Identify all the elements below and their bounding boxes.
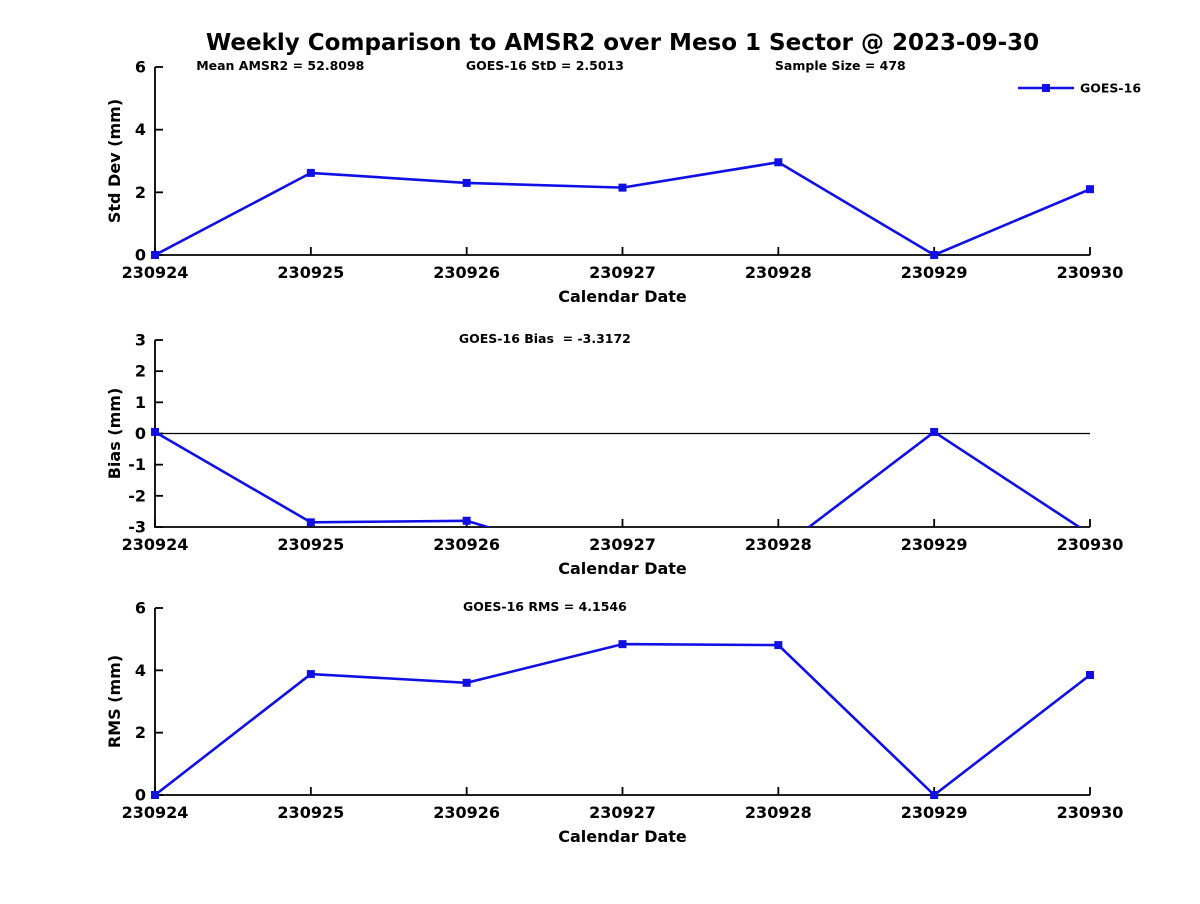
data-point-marker: [306, 670, 315, 679]
y-axis-label: Std Dev (mm): [105, 99, 124, 223]
x-tick-label: 230925: [277, 535, 344, 554]
annotation-text: GOES-16 StD = 2.5013: [466, 58, 624, 73]
series-line: [155, 642, 1090, 795]
y-tick-label: 2: [135, 183, 146, 202]
x-tick-label: 230925: [277, 263, 344, 282]
x-tick-label: 230924: [122, 803, 189, 822]
panel-bias: 230924 230925 230926 230927 230928 230929 2309…: [105, 331, 1123, 579]
y-tick-label: 6: [135, 599, 146, 618]
data-point-marker: [462, 678, 471, 687]
x-axis-label: Calendar Date: [558, 827, 687, 846]
data-point-marker: [1086, 185, 1094, 194]
x-tick-label: 230925: [277, 803, 344, 822]
x-tick-label: 230924: [122, 535, 189, 554]
y-axis-label: Bias (mm): [105, 388, 124, 480]
x-tick-label: 230926: [433, 803, 500, 822]
data-point-marker: [306, 168, 315, 177]
x-tick-label: 230928: [745, 263, 812, 282]
y-tick-label: 0: [135, 424, 146, 443]
data-point-marker: [774, 641, 783, 650]
data-point-marker: [774, 158, 783, 167]
y-tick-label: 4: [135, 120, 146, 139]
y-axis-label: RMS (mm): [105, 655, 124, 748]
y-tick-label: -2: [128, 486, 146, 505]
y-tick-label: 6: [135, 58, 146, 77]
legend-label: GOES-16: [1080, 81, 1141, 96]
y-tick-label: 1: [135, 393, 146, 412]
series-line: [155, 160, 1090, 255]
annotation-text: Mean AMSR2 = 52.8098: [196, 58, 364, 73]
x-tick-label: 230928: [745, 803, 812, 822]
data-point-marker: [462, 516, 471, 525]
data-point-marker: [151, 427, 159, 436]
y-tick-label: 3: [135, 331, 146, 350]
data-point-marker: [462, 178, 471, 187]
x-tick-label: 230926: [433, 535, 500, 554]
legend-marker: [1042, 84, 1050, 92]
x-tick-label: 230929: [901, 263, 968, 282]
data-point-marker: [618, 640, 627, 649]
annotation-text: GOES-16 RMS = 4.1546: [463, 599, 627, 614]
x-tick-label: 230929: [901, 803, 968, 822]
panel-std-dev: 230924 230925 230926 230927 230928 230929 2309…: [105, 58, 1141, 307]
y-tick-label: 0: [135, 246, 146, 265]
x-tick-label: 230930: [1057, 535, 1124, 554]
x-tick-label: 230930: [1057, 803, 1124, 822]
data-point-marker: [618, 183, 627, 192]
panel-rms: 230924 230925 230926 230927 230928 230929 2309…: [105, 599, 1123, 847]
data-point-marker: [930, 791, 939, 799]
axis-spines: [154, 67, 1090, 256]
x-tick-label: 230924: [122, 263, 189, 282]
data-point-marker: [151, 251, 159, 259]
y-tick-label: -1: [128, 455, 146, 474]
axis-spines: [154, 608, 1090, 796]
annotation-text: Sample Size = 478: [775, 58, 906, 73]
x-tick-label: 230927: [589, 803, 656, 822]
y-tick-label: 2: [135, 723, 146, 742]
chart-title: Weekly Comparison to AMSR2 over Meso 1 S…: [205, 30, 1040, 56]
data-point-marker: [306, 518, 315, 527]
x-tick-label: 230927: [589, 535, 656, 554]
x-tick-label: 230930: [1057, 263, 1124, 282]
y-tick-label: -3: [128, 518, 146, 537]
x-tick-label: 230928: [745, 535, 812, 554]
y-tick-label: 4: [135, 661, 146, 680]
data-point-marker: [151, 791, 159, 799]
data-point-marker: [930, 427, 939, 436]
x-tick-label: 230929: [901, 535, 968, 554]
y-tick-label: 0: [135, 786, 146, 805]
x-tick-label: 230927: [589, 263, 656, 282]
annotation-text: GOES-16 Bias = -3.3172: [459, 331, 631, 346]
x-axis-label: Calendar Date: [558, 559, 687, 578]
data-point-marker: [930, 251, 939, 259]
x-tick-label: 230926: [433, 263, 500, 282]
data-point-marker: [1086, 671, 1094, 680]
y-tick-label: 2: [135, 362, 146, 381]
x-axis-label: Calendar Date: [558, 287, 687, 306]
